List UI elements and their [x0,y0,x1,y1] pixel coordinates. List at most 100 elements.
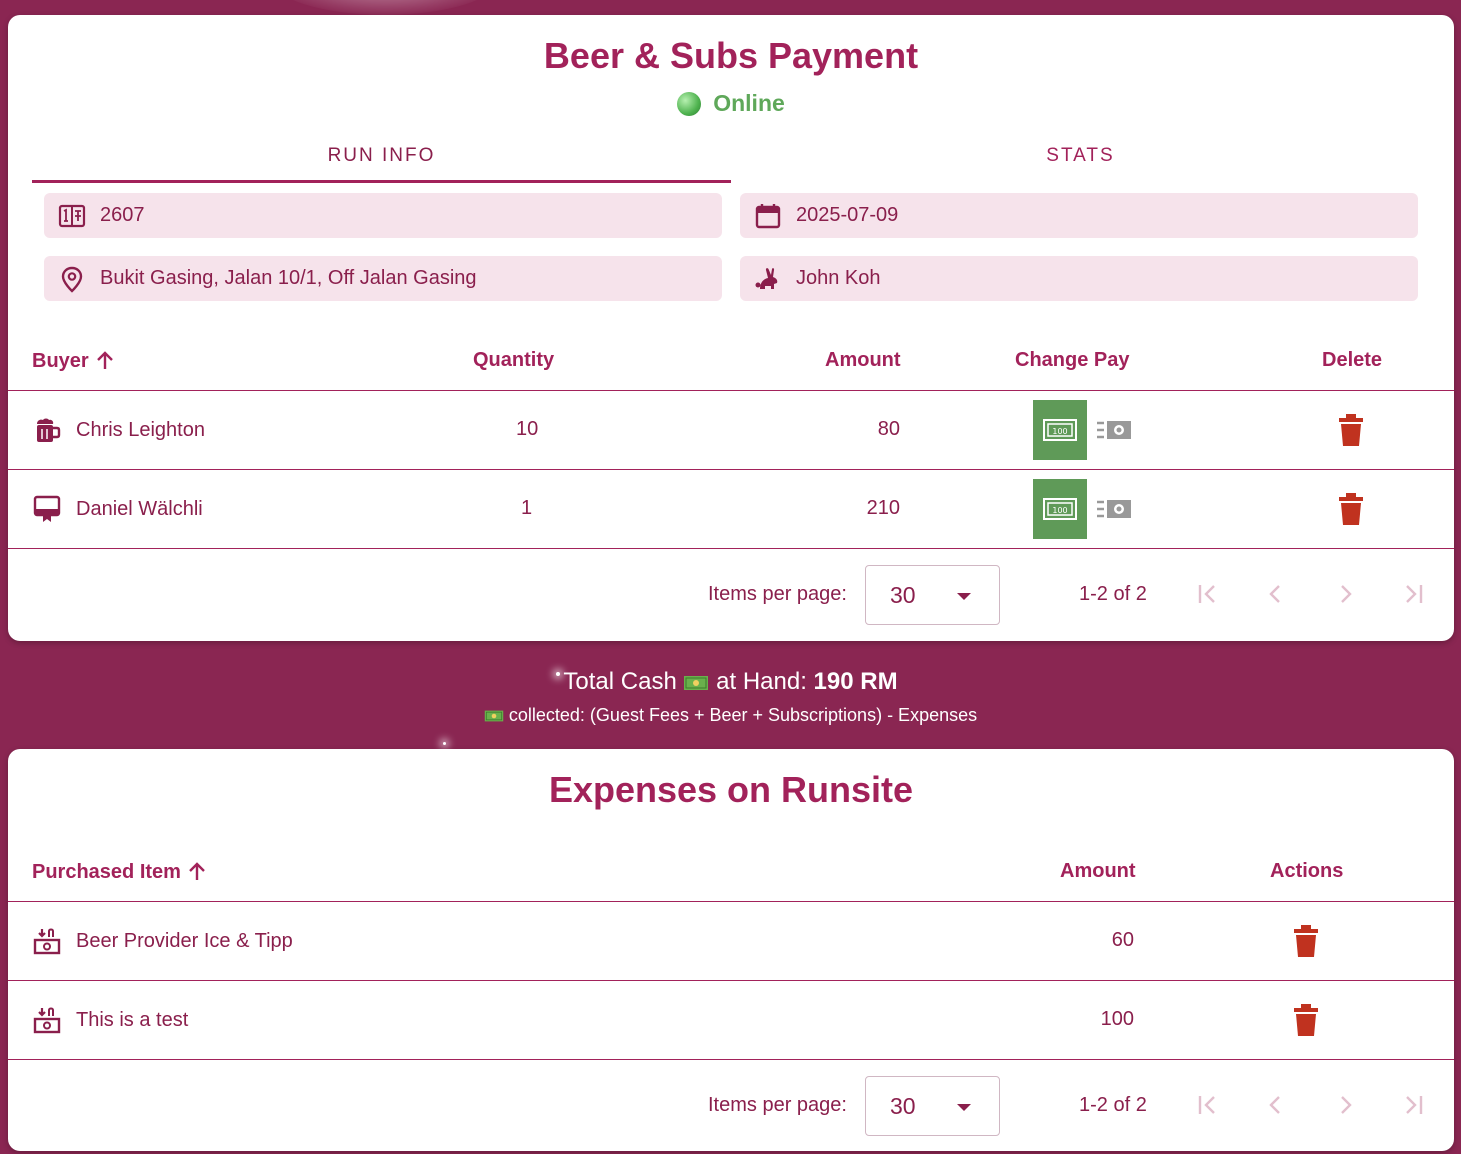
purchased-item-header-label: Purchased Item [32,860,181,883]
items-per-page-label: Items per page: [708,1094,847,1116]
change-pay-column-header: Change Pay [1015,349,1130,371]
sort-ascending-icon [96,351,113,369]
expense-item-cell: Beer Provider Ice & Tipp [32,926,293,956]
money-icon [484,710,504,722]
pay-transfer-button[interactable] [1094,415,1134,445]
expenses-card: Expenses on Runsite Purchased Item Amoun… [8,749,1454,1151]
expense-item-name: This is a test [76,1008,189,1031]
previous-page-icon[interactable] [1263,581,1289,607]
items-per-page-select[interactable]: 30 [865,565,1000,625]
background-sparkle [556,672,560,676]
buyer-name: Chris Leighton [76,418,205,441]
total-cash-middle: at Hand: [716,668,807,695]
purchases-table-header: Buyer Quantity Amount Change Pay Delete [8,331,1454,391]
expense-amount-cell: 60 [1111,929,1134,951]
quantity-cell: 1 [521,497,533,519]
cash-formula-text: collected: (Guest Fees + Beer + Subscrip… [508,705,978,725]
online-indicator-icon [677,91,702,116]
total-cash-prefix: Total Cash [563,668,677,695]
buyer-name: Daniel Wälchli [76,497,203,520]
location-pin-icon [61,266,83,293]
cash-note-icon: 100 [1043,419,1077,441]
svg-text:100: 100 [1052,506,1067,515]
first-page-icon[interactable] [1195,1092,1221,1118]
pay-cash-button[interactable]: 100 [1033,400,1087,460]
buyer-cell: Chris Leighton [32,415,205,445]
amount-column-header[interactable]: Amount [825,349,901,371]
expenses-title: Expenses on Runsite [548,769,914,810]
expenses-table-header: Purchased Item Amount Actions [8,842,1454,902]
payment-icon [33,1007,61,1034]
amount-cell: 210 [866,497,900,519]
pay-cash-button[interactable]: 100 [1033,479,1087,539]
run-date-field[interactable]: 2025-07-09 [740,193,1418,238]
rabbit-icon [755,267,778,289]
connection-status: Online [8,90,1454,117]
svg-text:100: 100 [1052,427,1067,436]
background-glow [270,0,500,15]
delete-trash-icon[interactable] [1291,1003,1321,1037]
cash-note-icon: 100 [1043,498,1077,520]
items-per-page-value: 30 [890,1093,916,1119]
hare-field[interactable]: John Koh [740,256,1418,301]
expense-item-cell: This is a test [32,1005,188,1035]
table-row: Daniel Wälchli 1 210 100 [8,470,1454,549]
calendar-icon [755,203,781,228]
tab-stats[interactable]: STATS [1046,145,1115,166]
purchased-item-column-header[interactable]: Purchased Item [32,860,209,884]
buyer-column-header[interactable]: Buyer [32,349,117,373]
delete-trash-icon[interactable] [1336,492,1366,526]
amount-cell: 80 [877,418,900,440]
next-page-icon[interactable] [1332,581,1358,607]
background-sparkle [443,742,446,745]
quantity-column-header[interactable]: Quantity [473,349,555,371]
money-icon [684,675,709,690]
beer-mug-icon [37,418,61,442]
expense-amount-column-header[interactable]: Amount [1060,860,1136,882]
items-per-page-label: Items per page: [708,583,847,605]
table-row: Chris Leighton 10 80 100 [8,391,1454,470]
page-title: Beer & Subs Payment [543,35,919,76]
subscription-card-icon [33,495,61,522]
delete-column-header: Delete [1322,349,1383,371]
page-range-label: 1-2 of 2 [1079,583,1147,605]
actions-column-header: Actions [1270,860,1344,882]
last-page-icon[interactable] [1400,1092,1426,1118]
payment-icon [33,928,61,955]
quantity-cell: 10 [516,418,539,440]
run-number-value: 2607 [100,204,145,226]
run-date-value: 2025-07-09 [796,204,899,226]
items-per-page-select[interactable]: 30 [865,1076,1000,1136]
previous-page-icon[interactable] [1263,1092,1289,1118]
run-location-field[interactable]: Bukit Gasing, Jalan 10/1, Off Jalan Gasi… [44,256,722,301]
status-label: Online [713,90,785,116]
table-row: Beer Provider Ice & Tipp 60 [8,902,1454,981]
purchases-paginator: Items per page: 30 1-2 of 2 [8,549,1454,629]
chevron-down-icon [957,593,971,600]
total-cash-value: 190 RM [813,668,898,695]
delete-trash-icon[interactable] [1336,413,1366,447]
tab-run-info[interactable]: RUN INFO [32,139,731,183]
last-page-icon[interactable] [1400,581,1426,607]
sort-ascending-icon [189,862,205,880]
cash-formula-note: collected: (Guest Fees + Beer + Subscrip… [0,705,1461,726]
hare-value: John Koh [796,267,881,289]
buyer-cell: Daniel Wälchli [32,494,203,524]
run-location-value: Bukit Gasing, Jalan 10/1, Off Jalan Gasi… [100,267,477,289]
items-per-page-value: 30 [890,582,916,608]
next-page-icon[interactable] [1332,1092,1358,1118]
expense-amount-cell: 100 [1100,1008,1134,1030]
table-row: This is a test 100 [8,981,1454,1060]
pay-transfer-button[interactable] [1094,494,1134,524]
run-number-field[interactable]: 2607 [44,193,722,238]
expenses-paginator: Items per page: 30 1-2 of 2 [8,1060,1454,1140]
total-cash-summary: Total Cash at Hand: 190 RM [0,668,1461,696]
delete-trash-icon[interactable] [1291,924,1321,958]
expense-item-name: Beer Provider Ice & Tipp [76,929,293,952]
page-range-label: 1-2 of 2 [1079,1094,1147,1116]
first-page-icon[interactable] [1195,581,1221,607]
tab-bar: RUN INFO STATS [32,139,1430,183]
run-number-icon [58,204,86,227]
payment-card: Beer & Subs Payment Online RUN INFO STAT… [8,15,1454,641]
chevron-down-icon [957,1104,971,1111]
